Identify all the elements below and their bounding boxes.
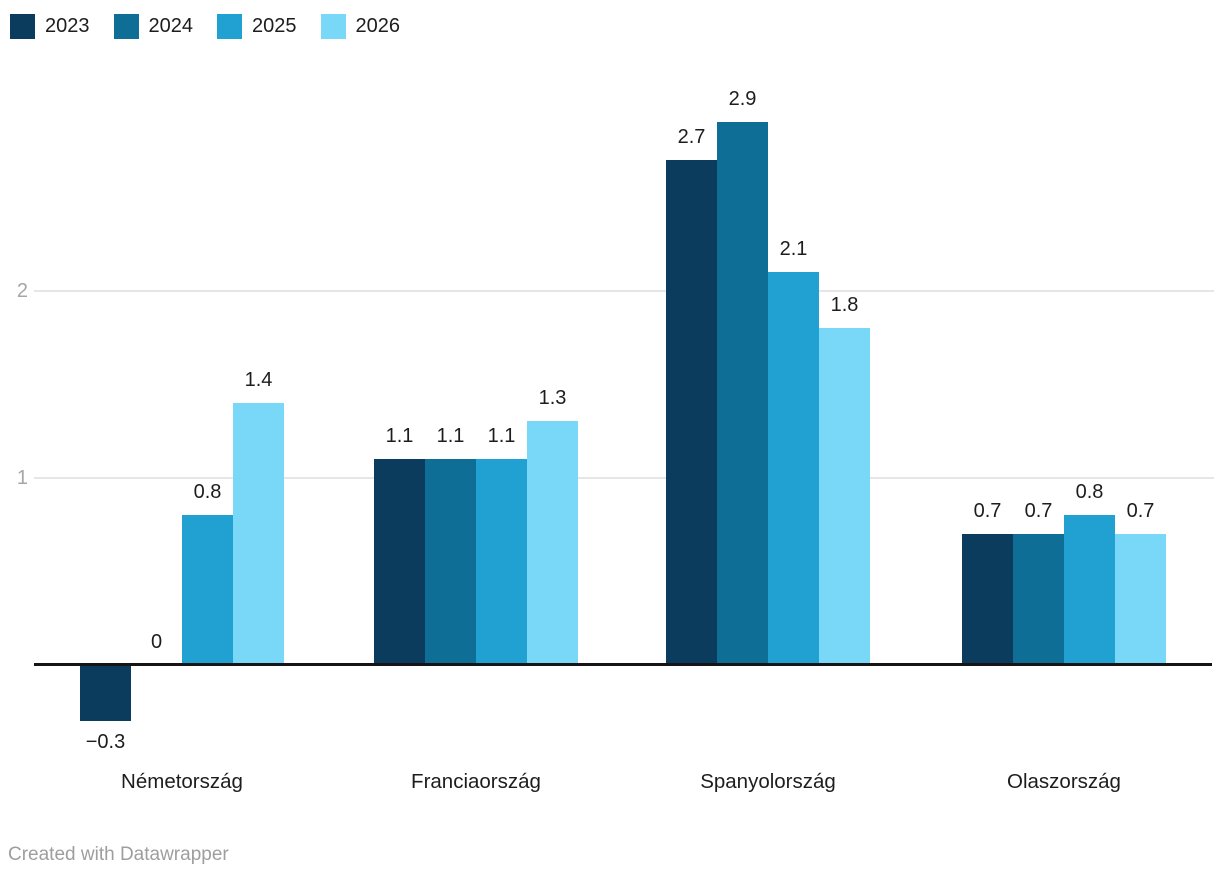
legend: 2023 2024 2025 2026 (10, 14, 400, 39)
gridline (34, 476, 1214, 479)
y-axis-tick-label: 2 (16, 279, 28, 302)
bar-value-label: 1.3 (538, 387, 567, 410)
bar (80, 664, 131, 721)
bar-value-label: 0.7 (973, 499, 1002, 522)
legend-item: 2024 (113, 14, 194, 39)
bar (182, 514, 233, 665)
bar-value-label: 1.1 (487, 424, 516, 447)
legend-label: 2025 (252, 15, 297, 37)
bar (768, 271, 819, 665)
legend-label: 2023 (45, 15, 90, 37)
legend-swatch (113, 14, 139, 39)
bar-value-label: 0.8 (193, 480, 222, 503)
legend-swatch (217, 14, 242, 39)
bar (527, 421, 578, 665)
bar (819, 327, 870, 665)
bar-value-label: 1.1 (385, 424, 414, 447)
legend-item: 2025 (217, 14, 297, 39)
bar (374, 458, 425, 665)
bar-value-label: 1.4 (244, 368, 273, 391)
bar-value-label: 2.7 (677, 125, 706, 148)
gridline (34, 289, 1214, 292)
y-axis-tick-label: 1 (16, 466, 28, 489)
bar-value-label: 1.1 (436, 424, 465, 447)
bar-value-label: 0.8 (1075, 480, 1104, 503)
bar-value-label: −0.3 (85, 730, 126, 753)
bar-value-label: 1.8 (830, 293, 859, 316)
bar (476, 458, 527, 665)
bar-value-label: 0.7 (1126, 499, 1155, 522)
bar-value-label: 2.9 (728, 88, 757, 111)
bar-value-label: 0.7 (1024, 499, 1053, 522)
bar-value-label: 2.1 (779, 237, 808, 260)
bar (1013, 533, 1064, 665)
bar (1064, 514, 1115, 665)
legend-label: 2026 (355, 15, 401, 37)
bar (962, 533, 1013, 665)
bar (717, 122, 768, 665)
x-axis-category-label: Olaszország (1007, 770, 1121, 793)
bar (233, 402, 284, 665)
bar (1115, 533, 1166, 665)
legend-item: 2026 (320, 14, 401, 39)
bar (425, 458, 476, 665)
bar (666, 159, 717, 665)
legend-swatch (320, 14, 346, 39)
datawrapper-attribution[interactable]: Created with Datawrapper (8, 844, 229, 865)
legend-swatch (10, 14, 35, 39)
x-axis-baseline (34, 663, 1212, 666)
legend-label: 2024 (148, 15, 194, 37)
bar-value-label: 0 (150, 630, 163, 653)
x-axis-category-label: Spanyolország (700, 770, 836, 793)
legend-item: 2023 (10, 14, 90, 39)
x-axis-category-label: Németország (121, 770, 243, 793)
x-axis-category-label: Franciaország (411, 770, 541, 793)
